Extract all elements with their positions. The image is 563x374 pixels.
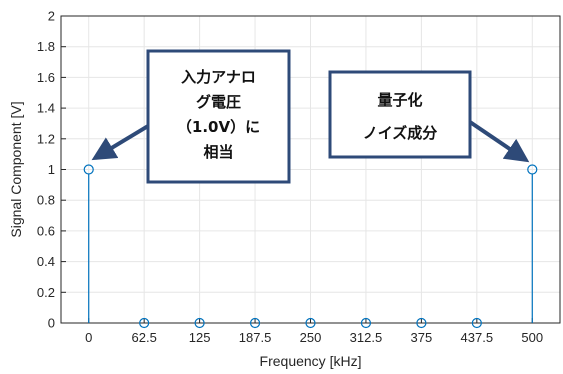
stem-marker [527, 164, 538, 175]
callout-input-voltage: 入力アナロ グ電圧 （1.0V）に 相当 [91, 49, 291, 184]
y-tick-label: 1.6 [37, 70, 55, 85]
callout-quantization-noise: 量子化 ノイズ成分 [328, 70, 530, 163]
callout-line: 入力アナロ [181, 68, 256, 86]
x-axis-label: Frequency [kHz] [260, 353, 362, 369]
x-tick-label: 312.5 [350, 330, 383, 345]
stem-marker [471, 317, 482, 329]
x-tick-labels: 0 62.5 125 187.5 250 312.5 375 437.5 500 [85, 330, 543, 345]
callout-line: ノイズ成分 [363, 124, 438, 142]
y-tick-label: 0.8 [37, 193, 55, 208]
x-tick-label: 187.5 [239, 330, 272, 345]
y-tick-label: 1.2 [37, 131, 55, 146]
y-tick-label: 0 [48, 316, 55, 331]
x-tick-label: 375 [411, 330, 433, 345]
stem-marker [305, 317, 316, 329]
callout-box [146, 49, 291, 184]
callout-line: （1.0V）に [177, 118, 260, 136]
callout-line: グ電圧 [196, 93, 241, 111]
callout-box [328, 70, 472, 159]
stem-series [83, 164, 538, 329]
callout-arrow [468, 120, 530, 163]
y-tick-labels: 0 0.2 0.4 0.6 0.8 1 1.2 1.4 1.6 1.8 2 [37, 9, 55, 331]
x-tick-label: 125 [189, 330, 211, 345]
grid [61, 15, 560, 324]
x-tick-label: 62.5 [132, 330, 157, 345]
stem-marker [360, 317, 372, 329]
stem-marker [416, 317, 427, 329]
stem-marker [139, 317, 150, 329]
y-tick-label: 1.8 [37, 39, 55, 54]
x-tick-label: 500 [521, 330, 543, 345]
stem-marker [249, 317, 261, 329]
y-tick-label: 0.4 [37, 254, 55, 269]
callout-line: 量子化 [377, 91, 422, 109]
y-tick-label: 0.6 [37, 223, 55, 238]
y-tick-label: 0.2 [37, 285, 55, 300]
callout-line: 相当 [203, 143, 233, 161]
y-tick-label: 1.4 [37, 101, 55, 116]
stem-marker [194, 317, 205, 329]
y-tick-label: 1 [48, 162, 55, 177]
stem-marker [83, 164, 94, 175]
y-tick-label: 2 [48, 9, 55, 24]
x-tick-label: 437.5 [461, 330, 494, 345]
x-tick-label: 0 [85, 330, 92, 345]
y-axis-label: Signal Component [V] [8, 101, 24, 237]
x-tick-label: 250 [300, 330, 322, 345]
